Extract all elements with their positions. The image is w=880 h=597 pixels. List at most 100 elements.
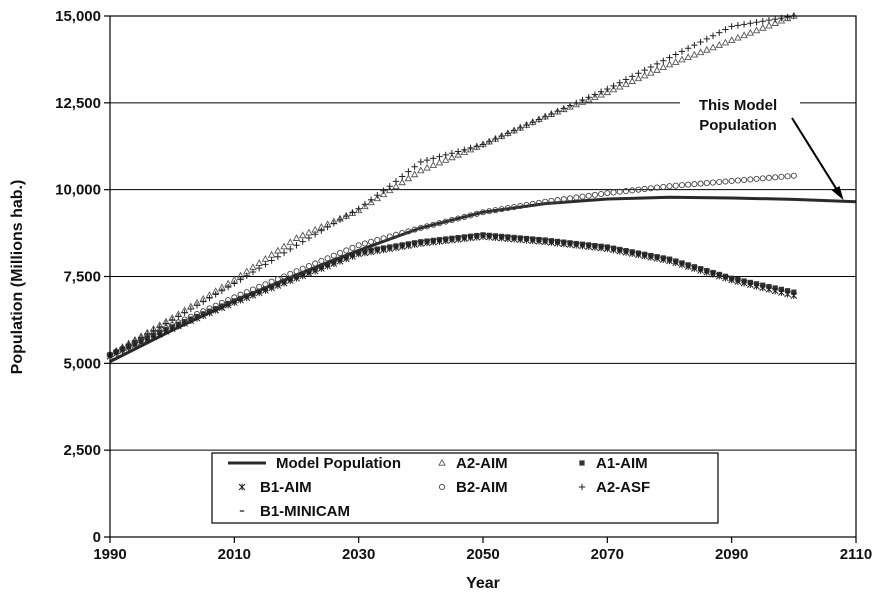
legend-label-b2-aim: B2-AIM (456, 479, 508, 496)
point-a2-asf (591, 91, 599, 98)
point-b1-aim (342, 255, 350, 263)
point-b1-aim (436, 238, 443, 245)
point-a2-asf (224, 283, 232, 291)
legend-label-b1-aim: B1-AIM (260, 479, 312, 496)
point-a2-aim (746, 28, 755, 36)
point-b2-aim (734, 177, 741, 184)
point-a2-aim (734, 33, 742, 41)
point-b2-aim (392, 231, 400, 238)
point-b1-aim (510, 235, 518, 243)
point-b2-aim (436, 220, 443, 227)
point-a2-asf (492, 135, 499, 143)
point-a2-asf (256, 264, 263, 272)
point-a2-asf (448, 149, 456, 157)
point-a2-asf (622, 76, 630, 83)
point-a2-asf (200, 298, 207, 305)
point-b1-aim (492, 234, 499, 241)
point-b2-aim (498, 206, 505, 213)
point-a2-asf (436, 153, 443, 160)
point-a2-asf (137, 334, 145, 341)
point-a2-aim (647, 68, 655, 76)
point-a2-aim (274, 246, 282, 254)
point-a2-asf (187, 305, 195, 313)
point-b2-aim (616, 188, 623, 195)
point-a2-asf (647, 63, 655, 71)
legend-swatch-a2-aim (438, 458, 446, 466)
point-a2-asf (454, 148, 462, 155)
point-a2-aim (367, 198, 375, 206)
point-b1-aim (572, 241, 580, 249)
point-b1-aim (697, 267, 704, 274)
point-a2-aim (690, 50, 699, 58)
point-a2-aim (721, 38, 730, 46)
point-b2-aim (374, 236, 381, 244)
point-a2-asf (305, 234, 313, 242)
legend-item-a2-aim: A2-AIM (438, 455, 508, 472)
point-b2-aim (368, 238, 375, 245)
legend-label-model-population: Model Population (276, 455, 401, 472)
point-b2-aim (193, 310, 201, 318)
series-b1-minicam (107, 234, 797, 358)
point-a2-asf (206, 294, 213, 302)
point-b1-aim (485, 233, 493, 241)
x-tick-label: 2110 (840, 546, 873, 563)
point-b1-aim (262, 286, 269, 294)
point-a2-aim (616, 82, 624, 90)
point-a2-asf (336, 216, 344, 223)
point-a2-asf (684, 45, 692, 52)
point-b1-aim (535, 237, 543, 245)
point-a2-asf (716, 29, 723, 36)
point-b2-aim (237, 291, 244, 298)
point-a2-asf (635, 70, 642, 77)
point-b2-aim (747, 176, 754, 183)
point-b2-aim (274, 276, 281, 283)
point-b2-aim (629, 187, 636, 194)
point-b1-aim (280, 279, 288, 287)
point-b2-aim (243, 289, 250, 296)
point-b1-aim (467, 234, 474, 242)
point-a2-aim (298, 231, 307, 239)
point-a2-asf (498, 132, 505, 140)
point-a2-aim (684, 53, 692, 60)
point-a2-aim (584, 95, 593, 103)
point-b1-aim (709, 270, 717, 278)
point-a2-aim (423, 163, 431, 171)
point-b2-aim (218, 299, 225, 306)
point-b1-aim (504, 235, 512, 243)
point-a2-aim (597, 90, 605, 98)
point-b2-aim (268, 278, 275, 285)
point-a2-aim (640, 71, 649, 79)
point-a2-asf (150, 327, 157, 334)
point-a2-aim (379, 190, 388, 198)
point-b2-aim (281, 273, 288, 280)
point-b2-aim (573, 194, 580, 201)
point-b2-aim (523, 201, 530, 208)
point-a2-asf (548, 110, 555, 118)
point-b2-aim (479, 209, 487, 216)
point-b1-aim (305, 269, 313, 277)
point-a2-asf (703, 35, 710, 43)
point-a2-asf (293, 242, 300, 249)
point-a2-aim (410, 170, 419, 178)
legend-item-b1-aim: B1-AIM (238, 479, 312, 496)
point-a2-aim (460, 148, 469, 155)
point-b2-aim (672, 182, 679, 189)
point-a2-aim (578, 98, 587, 105)
point-a2-asf (119, 344, 126, 351)
point-b2-aim (355, 242, 362, 249)
point-a2-aim (609, 85, 618, 93)
point-b2-aim (529, 200, 536, 207)
point-a2-asf (653, 60, 661, 68)
point-b1-aim (597, 244, 605, 252)
point-a2-asf (597, 88, 605, 95)
point-a2-asf (386, 182, 393, 190)
point-a2-asf (324, 223, 331, 231)
point-b1-aim (473, 233, 481, 241)
point-a2-asf (175, 313, 182, 320)
point-b1-aim (498, 234, 506, 242)
point-b1-aim (566, 241, 574, 248)
point-b2-aim (666, 183, 673, 190)
point-b2-aim (598, 190, 605, 198)
point-b2-aim (654, 184, 661, 191)
point-b2-aim (206, 305, 213, 312)
